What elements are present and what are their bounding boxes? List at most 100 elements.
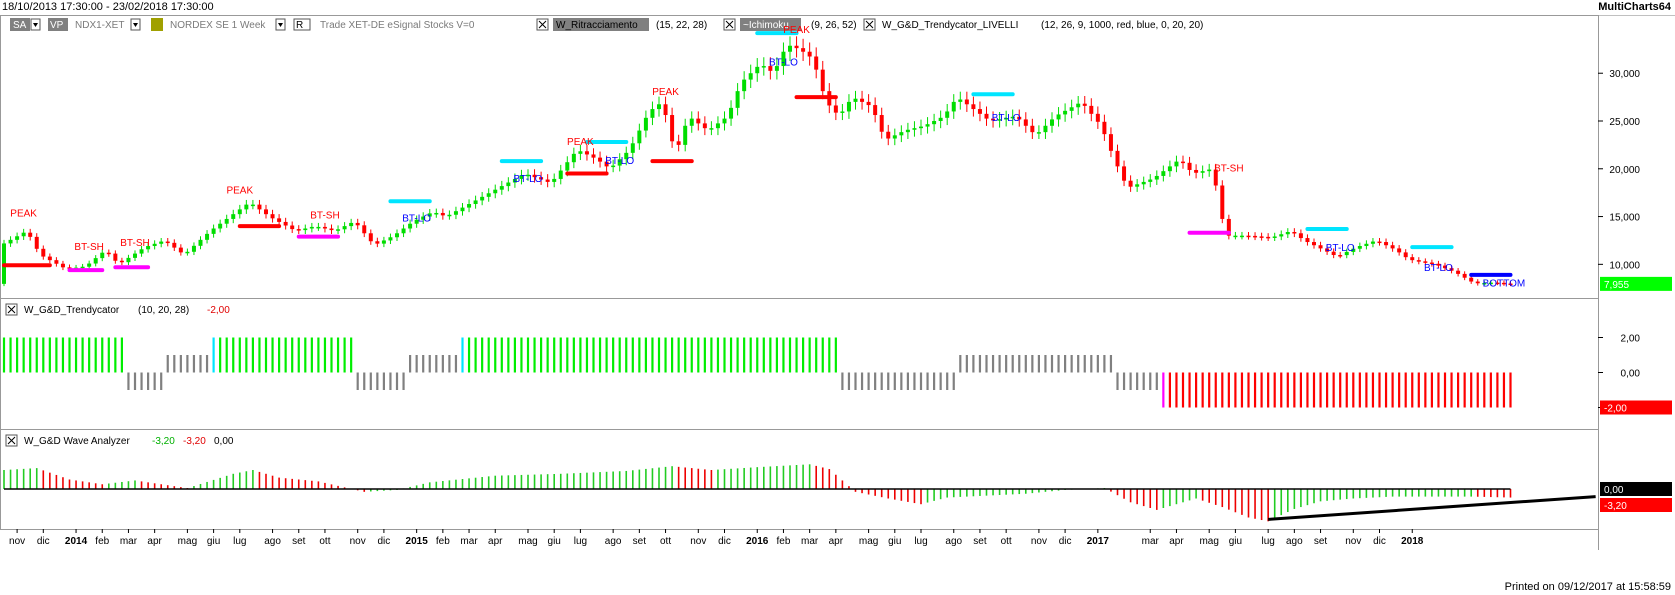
sa-button[interactable] — [10, 18, 30, 31]
candle-body — [185, 251, 190, 254]
ritracciamento-params: (15, 22, 28) — [656, 20, 707, 31]
x-tick-label: mag — [178, 536, 197, 547]
candle-body — [1469, 277, 1474, 282]
ritracciamento-indicator-button[interactable] — [553, 18, 649, 31]
annotation-label: PEAK — [783, 25, 810, 36]
candle-body — [381, 240, 386, 244]
close-icon — [7, 436, 16, 445]
candle-body — [211, 228, 216, 234]
x-tick-label: mar — [1142, 536, 1160, 547]
candle-body — [1482, 282, 1487, 285]
candle-body — [801, 48, 806, 52]
candle-body — [493, 189, 498, 194]
r-button-label: R — [296, 20, 303, 31]
candle-body — [722, 118, 727, 124]
candle-body — [1128, 180, 1133, 187]
candle-body — [106, 252, 111, 255]
candle-body — [552, 178, 557, 182]
x-tick-label: 2017 — [1087, 536, 1110, 547]
candle-body — [1488, 282, 1493, 285]
candle-body — [1194, 169, 1199, 173]
candle-body — [539, 177, 544, 180]
candle-body — [1089, 105, 1094, 114]
trendycator-header: W_G&D_Trendycator (10, 20, 28) -2,00 — [5, 303, 230, 316]
candle-body — [1449, 268, 1454, 271]
candle-body — [598, 157, 603, 162]
candle-body — [905, 129, 910, 133]
candle-body — [375, 241, 380, 244]
close-icon — [538, 20, 547, 29]
ichimoku-indicator-button[interactable] — [740, 18, 801, 31]
candle-body — [34, 236, 39, 249]
x-tick-label: dic — [378, 536, 391, 547]
candle-body — [820, 69, 825, 92]
chevron-down-icon — [33, 23, 38, 27]
trendycator-value: -2,00 — [207, 305, 230, 316]
candle-body — [814, 56, 819, 70]
candle-body — [1508, 283, 1513, 286]
trendline — [1268, 495, 1596, 521]
candle-body — [460, 207, 465, 212]
candle-body — [558, 170, 563, 179]
y-tick-label: 30,000 — [1609, 69, 1640, 80]
annotation-label: BT-SH — [1214, 164, 1243, 175]
candle-body — [447, 214, 452, 217]
last-price-marker — [1600, 276, 1672, 291]
candle-body — [237, 209, 242, 215]
x-tick-label: giu — [207, 536, 220, 547]
annotation-label: PEAK — [226, 186, 253, 197]
x-tick-label: ott — [319, 536, 330, 547]
candle-body — [1423, 261, 1428, 263]
candle-body — [617, 159, 622, 166]
ichimoku-params: (9, 26, 52) — [811, 20, 857, 31]
candle-body — [480, 196, 485, 201]
x-tick-label: giu — [1229, 536, 1242, 547]
candle-body — [152, 243, 157, 247]
candle-body — [1239, 235, 1244, 238]
wave-histogram — [3, 464, 1596, 522]
candle-body — [355, 222, 360, 226]
candle-body — [1220, 185, 1225, 219]
candle-body — [1456, 270, 1461, 274]
candle-body — [624, 152, 629, 160]
r-button[interactable] — [293, 18, 311, 31]
x-tick-label: ago — [264, 536, 281, 547]
candle-body — [198, 239, 203, 246]
candle-body — [486, 193, 491, 197]
x-tick-label: 2014 — [65, 536, 88, 547]
candle-body — [519, 175, 524, 179]
candle-body — [984, 113, 989, 119]
candle-body — [1325, 248, 1330, 252]
close-icon — [725, 20, 734, 29]
trendycator-params: (10, 20, 28) — [138, 305, 189, 316]
candle-body — [670, 115, 675, 142]
toolbar: SA VP NDX1-XET NORDEX SE 1 Week R Trade … — [10, 18, 1203, 31]
time-x-axis: nov dic 2014 feb mar apr mag giu lug ago set ott nov… — [0, 529, 1598, 547]
candle-body — [1181, 161, 1185, 164]
app-name: MultiCharts64 — [1598, 1, 1671, 13]
candle-body — [879, 115, 884, 132]
x-tick-label: lug — [914, 536, 927, 547]
candle-body — [1443, 265, 1447, 269]
candle-body — [526, 174, 530, 177]
candle-body — [1207, 169, 1212, 172]
candle-body — [912, 128, 917, 130]
candle-body — [80, 266, 85, 269]
candle-body — [663, 104, 668, 116]
candle-body — [657, 104, 661, 110]
candle-body — [1200, 171, 1205, 173]
candle-body — [342, 226, 347, 230]
candle-body — [1154, 175, 1159, 180]
x-tick-label: giu — [548, 536, 561, 547]
symbol-flag-icon[interactable] — [151, 18, 163, 31]
candle-body — [1292, 232, 1297, 234]
candle-body — [991, 118, 996, 121]
x-tick-label: feb — [95, 536, 109, 547]
candle-body — [434, 212, 439, 215]
vp-button[interactable] — [48, 18, 68, 31]
x-tick-label: ago — [605, 536, 622, 547]
candle-body — [637, 130, 642, 144]
candle-body — [309, 226, 314, 229]
candle-body — [1036, 132, 1041, 134]
candle-body — [1370, 241, 1375, 244]
